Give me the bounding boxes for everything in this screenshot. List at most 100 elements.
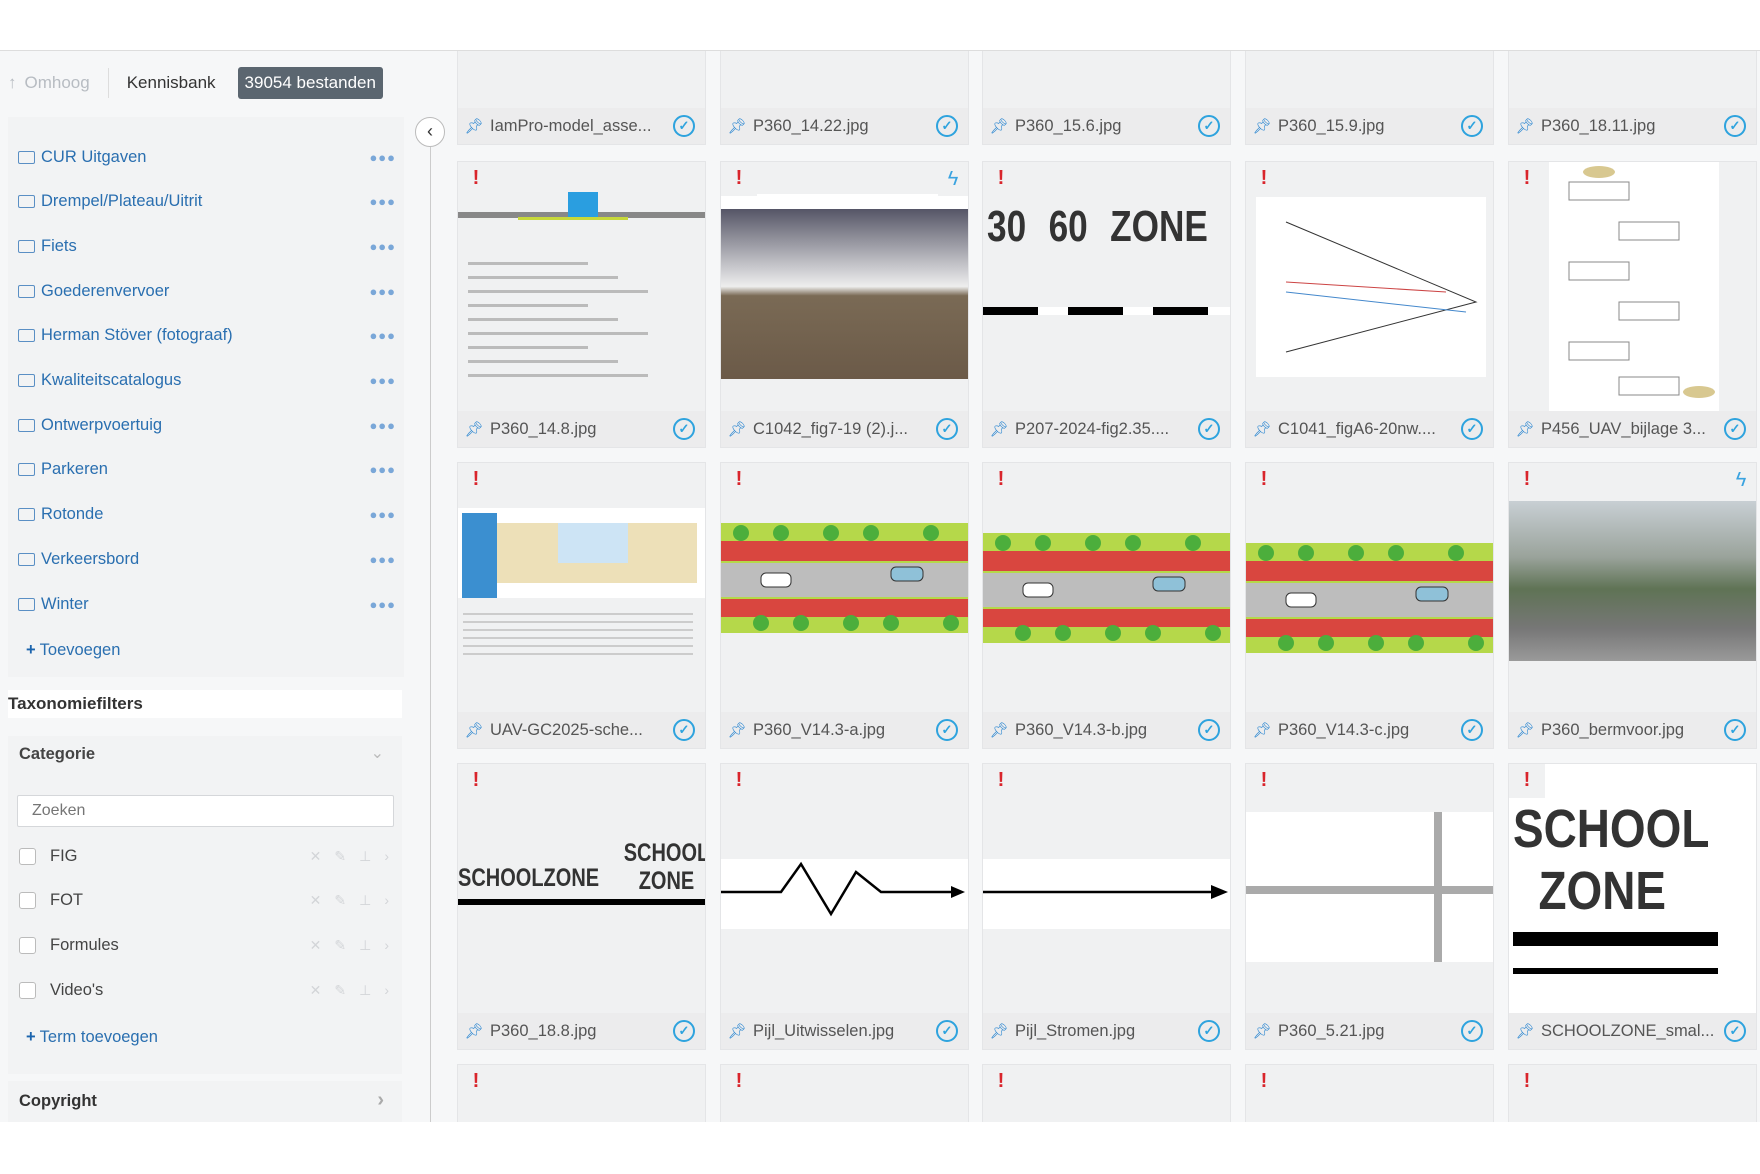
pin-icon[interactable]: 📌︎ <box>989 421 1009 438</box>
pin-icon[interactable]: 📌︎ <box>989 1023 1009 1040</box>
delete-icon[interactable]: ✕ <box>309 892 322 909</box>
pin-icon[interactable]: ⊥ <box>359 981 372 998</box>
folder-item[interactable]: Drempel/Plateau/Uitrit ●●● <box>18 187 398 217</box>
file-card[interactable]: 📌︎ IamPro-model_asse... ✓ <box>457 51 706 145</box>
more-options-icon[interactable]: ●●● <box>369 149 396 165</box>
file-thumbnail[interactable] <box>458 1065 705 1122</box>
pin-icon[interactable]: 📌︎ <box>1252 421 1272 438</box>
pin-icon[interactable]: 📌︎ <box>1252 118 1272 135</box>
more-options-icon[interactable]: ●●● <box>369 551 396 567</box>
file-card[interactable]: ! 📌︎ Pijl_Stromen.jpg ✓ <box>982 763 1231 1050</box>
pin-icon[interactable]: 📌︎ <box>1515 1023 1535 1040</box>
pencil-icon[interactable]: ✎ <box>334 981 347 998</box>
check-circle-icon[interactable]: ✓ <box>673 1020 695 1042</box>
file-card[interactable]: 📌︎ P360_14.22.jpg ✓ <box>720 51 969 145</box>
file-card[interactable]: ! ϟ 📌︎ P360_bermvoor.jpg ✓ <box>1508 462 1757 749</box>
term-checkbox[interactable] <box>19 981 36 999</box>
check-circle-icon[interactable]: ✓ <box>1198 719 1220 741</box>
pin-icon[interactable]: 📌︎ <box>464 118 484 135</box>
file-thumbnail[interactable] <box>1509 1065 1756 1122</box>
more-options-icon[interactable]: ●●● <box>369 596 396 612</box>
check-circle-icon[interactable]: ✓ <box>1461 418 1483 440</box>
more-options-icon[interactable]: ●●● <box>369 507 396 523</box>
file-card[interactable]: ! <box>1245 1064 1494 1122</box>
chevron-right-icon[interactable]: › <box>384 981 389 998</box>
chevron-down-icon[interactable]: ⌄ <box>370 745 384 762</box>
more-options-icon[interactable]: ●●● <box>369 462 396 478</box>
more-options-icon[interactable]: ●●● <box>369 238 396 254</box>
pin-icon[interactable]: 📌︎ <box>1515 722 1535 739</box>
copyright-filter[interactable]: Copyright › <box>8 1081 402 1122</box>
check-circle-icon[interactable]: ✓ <box>1461 115 1483 137</box>
check-circle-icon[interactable]: ✓ <box>936 115 958 137</box>
check-circle-icon[interactable]: ✓ <box>1724 115 1746 137</box>
add-term-button[interactable]: + Term toevoegen <box>26 1025 158 1049</box>
collapse-sidebar-button[interactable]: ‹ <box>415 117 445 147</box>
file-thumbnail[interactable] <box>458 162 705 412</box>
file-thumbnail[interactable] <box>1246 764 1493 1014</box>
folder-item[interactable]: CUR Uitgaven ●●● <box>18 142 398 172</box>
pin-icon[interactable]: 📌︎ <box>464 722 484 739</box>
pencil-icon[interactable]: ✎ <box>334 847 347 864</box>
pin-icon[interactable]: 📌︎ <box>727 722 747 739</box>
pin-icon[interactable]: 📌︎ <box>989 118 1009 135</box>
file-card[interactable]: ! 📌︎ P360_14.8.jpg ✓ <box>457 161 706 448</box>
file-thumbnail[interactable] <box>458 51 705 109</box>
category-search-input[interactable] <box>17 795 394 827</box>
pin-icon[interactable]: 📌︎ <box>1252 722 1272 739</box>
term-checkbox[interactable] <box>19 847 36 865</box>
check-circle-icon[interactable]: ✓ <box>1724 719 1746 741</box>
pin-icon[interactable]: ⊥ <box>359 936 372 953</box>
file-card[interactable]: ! <box>457 1064 706 1122</box>
file-card[interactable]: ! <box>1508 1064 1757 1122</box>
chevron-right-icon[interactable]: › <box>384 847 389 864</box>
up-button[interactable]: ↑ Omhoog <box>0 73 90 93</box>
check-circle-icon[interactable]: ✓ <box>936 1020 958 1042</box>
check-circle-icon[interactable]: ✓ <box>1198 1020 1220 1042</box>
file-card[interactable]: SCHOOL ZONE! 📌︎ SCHOOLZONE_smal... ✓ <box>1508 763 1757 1050</box>
add-folder-button[interactable]: + Toevoegen <box>26 638 120 662</box>
pin-icon[interactable]: 📌︎ <box>727 421 747 438</box>
more-options-icon[interactable]: ●●● <box>369 194 396 210</box>
more-options-icon[interactable]: ●●● <box>369 373 396 388</box>
file-card[interactable]: 📌︎ P360_15.9.jpg ✓ <box>1245 51 1494 145</box>
pin-icon[interactable]: 📌︎ <box>1515 118 1535 135</box>
pin-icon[interactable]: 📌︎ <box>464 421 484 438</box>
pin-icon[interactable]: 📌︎ <box>727 118 747 135</box>
delete-icon[interactable]: ✕ <box>309 847 322 864</box>
file-card[interactable]: ! 📌︎ Pijl_Uitwisselen.jpg ✓ <box>720 763 969 1050</box>
chevron-right-icon[interactable]: › <box>384 892 389 909</box>
check-circle-icon[interactable]: ✓ <box>1724 1020 1746 1042</box>
file-thumbnail[interactable] <box>721 1065 968 1122</box>
file-card[interactable]: ! 📌︎ P360_V14.3-a.jpg ✓ <box>720 462 969 749</box>
file-thumbnail[interactable]: SCHOOL ZONE <box>1509 764 1756 1014</box>
file-card[interactable]: SCHOOLZONE SCHOOL ZONE! 📌︎ P360_18.8.jpg ✓ <box>457 763 706 1050</box>
file-thumbnail[interactable] <box>1509 463 1756 713</box>
pin-icon[interactable]: ⊥ <box>359 892 372 909</box>
folder-item[interactable]: Winter ●●● <box>18 589 398 619</box>
delete-icon[interactable]: ✕ <box>309 936 322 953</box>
file-thumbnail[interactable] <box>1509 162 1756 412</box>
file-thumbnail[interactable]: SCHOOLZONE SCHOOL ZONE <box>458 764 705 1014</box>
pin-icon[interactable]: 📌︎ <box>464 1023 484 1040</box>
file-thumbnail[interactable] <box>1509 51 1756 109</box>
file-thumbnail[interactable] <box>1246 463 1493 713</box>
term-checkbox[interactable] <box>19 892 36 910</box>
folder-item[interactable]: Ontwerpvoertuig ●●● <box>18 410 398 440</box>
check-circle-icon[interactable]: ✓ <box>936 719 958 741</box>
check-circle-icon[interactable]: ✓ <box>673 115 695 137</box>
check-circle-icon[interactable]: ✓ <box>1461 1020 1483 1042</box>
chevron-right-icon[interactable]: › <box>384 936 389 953</box>
check-circle-icon[interactable]: ✓ <box>673 418 695 440</box>
file-card[interactable]: ! <box>720 1064 969 1122</box>
file-thumbnail[interactable] <box>721 51 968 109</box>
folder-item[interactable]: Fiets ●●● <box>18 231 398 261</box>
folder-item[interactable]: Parkeren ●●● <box>18 455 398 485</box>
file-thumbnail[interactable] <box>983 1065 1230 1122</box>
file-card[interactable]: 📌︎ P360_15.6.jpg ✓ <box>982 51 1231 145</box>
file-thumbnail[interactable] <box>1246 51 1493 109</box>
folder-item[interactable]: Herman Stöver (fotograaf) ●●● <box>18 321 398 351</box>
term-checkbox[interactable] <box>19 936 36 954</box>
file-card[interactable]: ! 📌︎ P360_V14.3-b.jpg ✓ <box>982 462 1231 749</box>
more-options-icon[interactable]: ●●● <box>369 283 396 299</box>
